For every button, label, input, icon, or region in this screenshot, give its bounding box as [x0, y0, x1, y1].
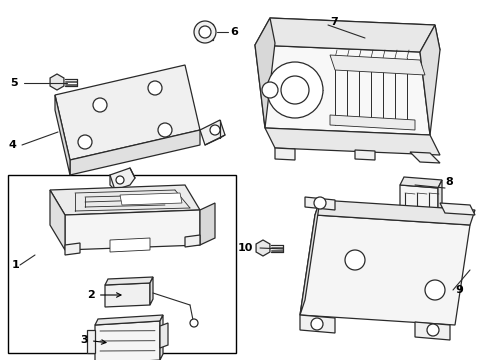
Circle shape [194, 21, 216, 43]
Polygon shape [200, 120, 225, 145]
Polygon shape [300, 215, 470, 325]
Circle shape [158, 123, 172, 137]
Text: 2: 2 [87, 290, 121, 300]
Circle shape [210, 125, 220, 135]
Bar [8, 175, 236, 353]
Polygon shape [300, 315, 335, 333]
Polygon shape [150, 277, 153, 305]
Polygon shape [87, 330, 95, 353]
Circle shape [267, 62, 323, 118]
Circle shape [314, 197, 326, 209]
Polygon shape [315, 200, 475, 225]
Polygon shape [50, 74, 64, 90]
Polygon shape [275, 148, 295, 160]
Polygon shape [110, 238, 150, 252]
Polygon shape [255, 18, 275, 128]
Circle shape [262, 82, 278, 98]
Polygon shape [256, 240, 270, 256]
Polygon shape [355, 150, 375, 160]
Circle shape [148, 81, 162, 95]
Polygon shape [110, 168, 135, 190]
Polygon shape [415, 322, 450, 340]
Polygon shape [160, 323, 168, 348]
Polygon shape [55, 65, 200, 160]
Polygon shape [120, 193, 182, 205]
Polygon shape [330, 55, 425, 75]
Text: 7: 7 [330, 17, 338, 27]
Polygon shape [105, 283, 150, 307]
Circle shape [345, 250, 365, 270]
Polygon shape [300, 200, 320, 315]
Polygon shape [410, 152, 440, 163]
Polygon shape [330, 115, 415, 130]
Polygon shape [265, 128, 440, 155]
Text: 5: 5 [10, 78, 18, 88]
Polygon shape [160, 315, 163, 360]
Circle shape [311, 318, 323, 330]
Polygon shape [50, 185, 200, 215]
Circle shape [199, 26, 211, 38]
Polygon shape [50, 190, 65, 250]
Polygon shape [420, 25, 440, 135]
Polygon shape [200, 203, 215, 245]
Circle shape [427, 324, 439, 336]
Polygon shape [95, 315, 163, 325]
Circle shape [93, 98, 107, 112]
Polygon shape [105, 277, 153, 285]
Text: 9: 9 [455, 285, 463, 295]
Text: 6: 6 [230, 27, 238, 37]
Polygon shape [400, 177, 442, 188]
Polygon shape [55, 95, 70, 175]
Text: 8: 8 [445, 177, 453, 187]
Polygon shape [95, 321, 160, 360]
Polygon shape [438, 180, 442, 230]
Polygon shape [305, 197, 335, 210]
Polygon shape [70, 130, 200, 175]
Circle shape [116, 176, 124, 184]
Circle shape [425, 280, 445, 300]
Circle shape [281, 76, 309, 104]
Polygon shape [270, 18, 440, 50]
Text: 10: 10 [238, 243, 253, 253]
Text: 4: 4 [8, 140, 16, 150]
Polygon shape [255, 45, 430, 135]
Circle shape [190, 319, 198, 327]
Polygon shape [65, 243, 80, 255]
Polygon shape [400, 185, 438, 230]
Polygon shape [440, 203, 475, 215]
Text: 3: 3 [80, 335, 106, 345]
Polygon shape [255, 18, 435, 52]
Circle shape [78, 135, 92, 149]
Polygon shape [65, 210, 200, 250]
Polygon shape [185, 235, 200, 247]
Text: 1: 1 [12, 260, 20, 270]
